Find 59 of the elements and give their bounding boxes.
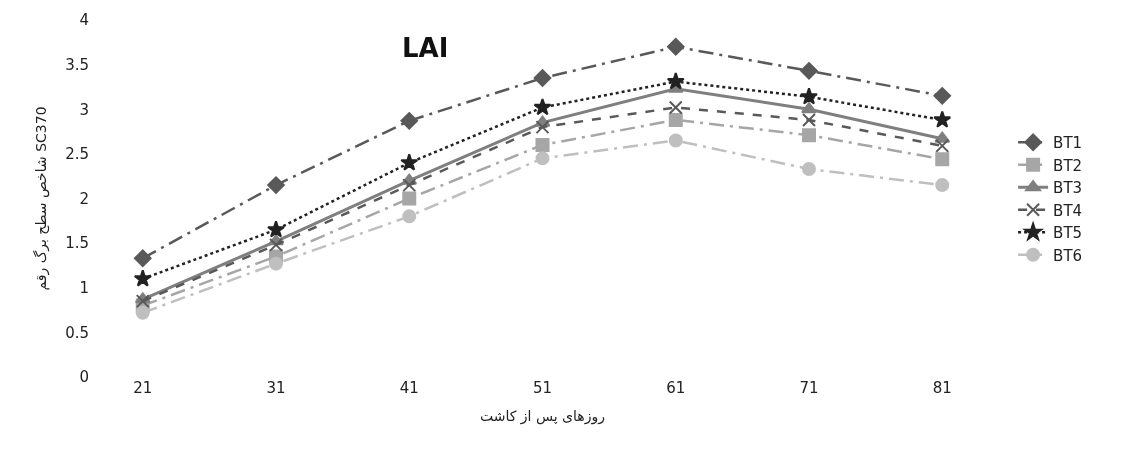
point [400, 112, 419, 130]
point [533, 69, 552, 87]
point [135, 294, 150, 309]
x-tick-label: 21 [133, 379, 153, 397]
x-tick-label: 31 [266, 379, 286, 397]
point [133, 249, 152, 268]
legend-label: BT3 [1053, 179, 1083, 198]
y-tick-label: 4 [79, 11, 89, 30]
point [801, 102, 817, 114]
legend-label: BT1 [1053, 134, 1083, 153]
text: LAI [402, 33, 449, 63]
y-tick-label: 2.5 [65, 145, 89, 164]
point [269, 256, 283, 271]
y-tick-label: 1 [79, 279, 89, 297]
point [935, 152, 950, 167]
point [535, 120, 550, 135]
point [402, 178, 417, 193]
legend-label: BT6 [1053, 246, 1083, 265]
y-tick-label: 0 [79, 368, 89, 387]
y-tick-label: 1.5 [65, 234, 89, 253]
y-tick-label: 3.5 [65, 55, 89, 74]
x-tick-label: 81 [932, 379, 952, 397]
point [666, 37, 685, 56]
point [267, 220, 285, 238]
y-tick-label: 0.5 [65, 323, 89, 342]
x-axis-title: روزهای پس از کاشت [479, 408, 606, 426]
legend-label: BT5 [1053, 224, 1083, 243]
y-tick-label: 3 [79, 100, 89, 119]
point [402, 209, 417, 224]
point [933, 110, 952, 128]
point [668, 100, 683, 115]
x-tick-label: 51 [532, 379, 553, 397]
point [668, 112, 683, 127]
x-tick-label: 41 [399, 379, 419, 397]
x-tick-label: 61 [666, 379, 686, 397]
point [802, 128, 816, 143]
point [668, 133, 683, 148]
point [269, 237, 283, 252]
point [933, 87, 952, 105]
point [800, 87, 818, 105]
point [935, 138, 950, 153]
x-tick-label: 71 [799, 379, 819, 397]
point [802, 112, 816, 127]
point [535, 137, 550, 152]
point [533, 98, 552, 116]
point [402, 191, 417, 206]
y-axis-title: شاخص سطح برگ رقم SC370 [31, 106, 50, 291]
point [535, 151, 550, 166]
point [267, 176, 285, 194]
legend-label: BT2 [1053, 156, 1083, 175]
point [666, 72, 685, 90]
point [135, 305, 150, 320]
point [802, 162, 816, 177]
legend-label: BT4 [1053, 201, 1083, 220]
point [800, 62, 818, 80]
point [133, 269, 152, 287]
point [400, 153, 419, 171]
y-tick-label: 2 [79, 189, 89, 208]
point [935, 178, 950, 193]
